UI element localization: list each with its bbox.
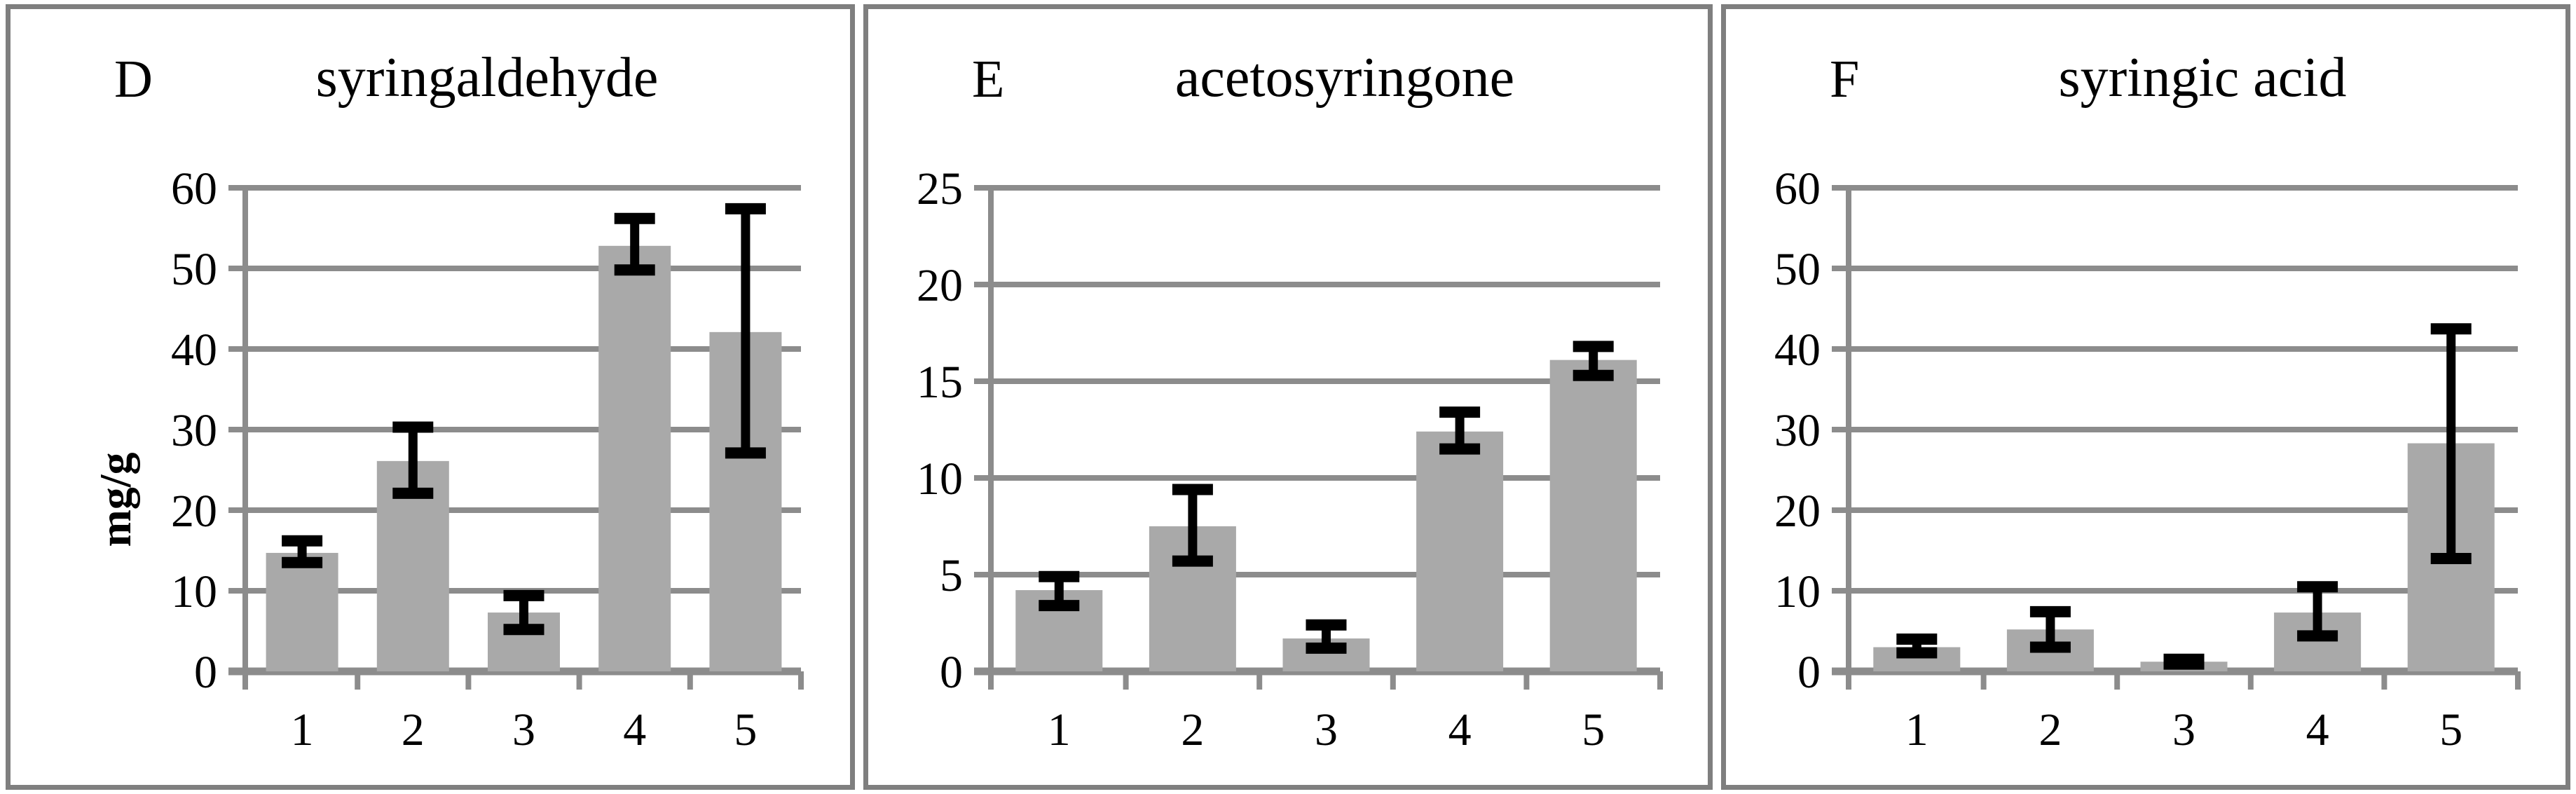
- y-tick-label: 15: [917, 357, 963, 408]
- y-tick-label: 60: [171, 163, 217, 214]
- panel-letter: F: [1830, 50, 1860, 109]
- bar: [598, 245, 671, 671]
- y-tick-label: 20: [1774, 486, 1821, 537]
- panel-e-acetosyringone: E acetosyringone 1 2 3 4 5 0 5 10 15 20 25: [863, 4, 1713, 790]
- y-tick-label: 40: [1774, 324, 1821, 376]
- y-tick-label: 60: [1774, 163, 1821, 214]
- y-tick-label: 0: [194, 647, 217, 698]
- y-tick-label: 10: [917, 453, 963, 505]
- bar: [1416, 431, 1504, 671]
- panel-title: syringaldehyde: [315, 47, 659, 109]
- y-tick-label: 30: [1774, 405, 1821, 456]
- x-category-label: 1: [291, 704, 314, 755]
- x-category-label: 3: [512, 704, 535, 755]
- panel-f-syringic-acid: F syringic acid 1 2 3 4 5 0 10 20 30 40 50 60: [1721, 4, 2570, 790]
- y-tick-label: 20: [917, 260, 963, 311]
- y-tick-label: 25: [917, 163, 963, 214]
- x-category-label: 5: [2439, 704, 2462, 755]
- x-category-label: 1: [1048, 704, 1071, 755]
- x-category-label: 4: [623, 704, 646, 755]
- y-tick-label: 5: [940, 550, 963, 601]
- y-tick-label: 10: [171, 566, 217, 617]
- y-tick-label: 0: [1797, 647, 1821, 698]
- y-tick-label: 50: [171, 244, 217, 295]
- chart-canvas-acetosyringone: 1 2 3 4 5 0 5 10 15 20 25: [917, 163, 1663, 755]
- y-tick-label: 30: [171, 405, 217, 456]
- x-category-label: 1: [1905, 704, 1928, 755]
- x-category-label: 4: [2306, 704, 2329, 755]
- x-category-label: 2: [1181, 704, 1204, 755]
- y-tick-label: 20: [171, 486, 217, 537]
- y-tick-label: 10: [1774, 566, 1821, 617]
- bar: [1549, 360, 1637, 671]
- x-category-label: 2: [402, 704, 425, 755]
- x-category-label: 3: [1315, 704, 1338, 755]
- x-category-label: 5: [1582, 704, 1605, 755]
- panel-letter: D: [114, 50, 153, 109]
- x-category-label: 4: [1448, 704, 1472, 755]
- y-tick-label: 40: [171, 324, 217, 376]
- panel-title: syringic acid: [2058, 47, 2347, 109]
- x-category-label: 2: [2039, 704, 2062, 755]
- panel-letter: E: [972, 50, 1005, 109]
- panel-title: acetosyringone: [1174, 47, 1515, 109]
- x-category-label: 5: [734, 704, 757, 755]
- y-tick-label: 0: [940, 647, 963, 698]
- y-tick-label: 50: [1774, 244, 1821, 295]
- x-category-label: 3: [2172, 704, 2195, 755]
- bar: [266, 552, 338, 671]
- panel-d-syringaldehyde: D syringaldehyde mg/g 1 2 3 4 5 0 10 20 30 40 50 60: [6, 4, 855, 790]
